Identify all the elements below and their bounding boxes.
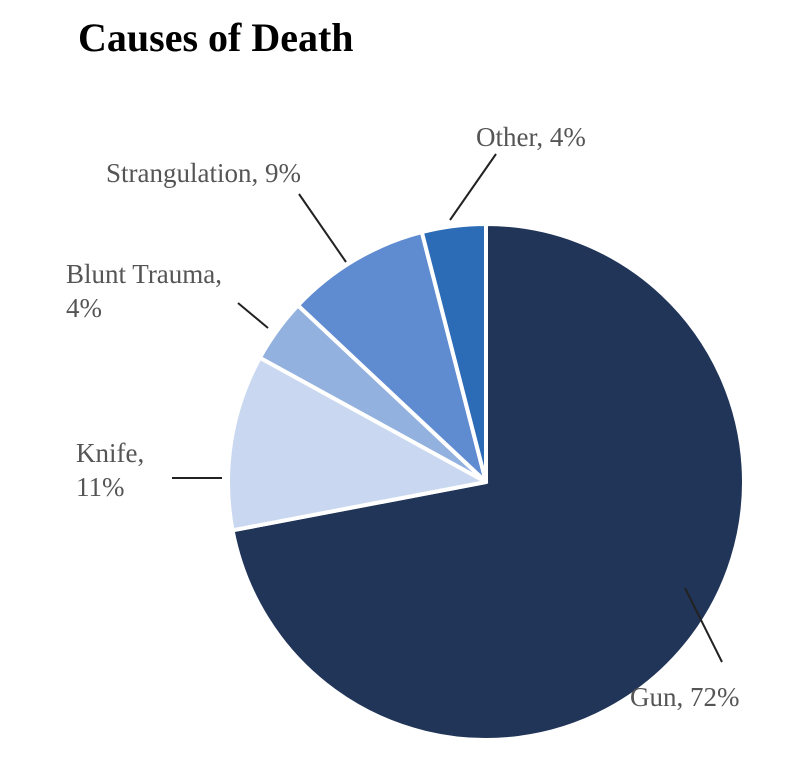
pie-slice-strangulation: [295, 230, 488, 484]
leader-line-other: [449, 153, 497, 221]
pie-slice-gun: [230, 222, 746, 742]
data-label-blunt-trauma-line-1: Blunt Trauma,: [66, 259, 222, 289]
data-label-knife-line-1: Knife,: [76, 438, 144, 468]
leader-line-blunt-trauma: [237, 302, 269, 329]
data-label-other: Other, 4%: [476, 122, 586, 152]
data-label-strangulation: Strangulation, 9%: [106, 158, 301, 188]
pie-slice-other: [419, 222, 488, 484]
chart-title: Causes of Death: [78, 15, 354, 60]
pie-slice-knife: [226, 355, 488, 533]
data-label-knife-line-2: 11%: [76, 472, 125, 502]
data-label-gun: Gun, 72%: [630, 682, 740, 712]
data-label-blunt-trauma-line-2: 4%: [66, 293, 102, 323]
leader-line-strangulation: [298, 193, 347, 263]
leader-line-gun: [684, 587, 723, 663]
